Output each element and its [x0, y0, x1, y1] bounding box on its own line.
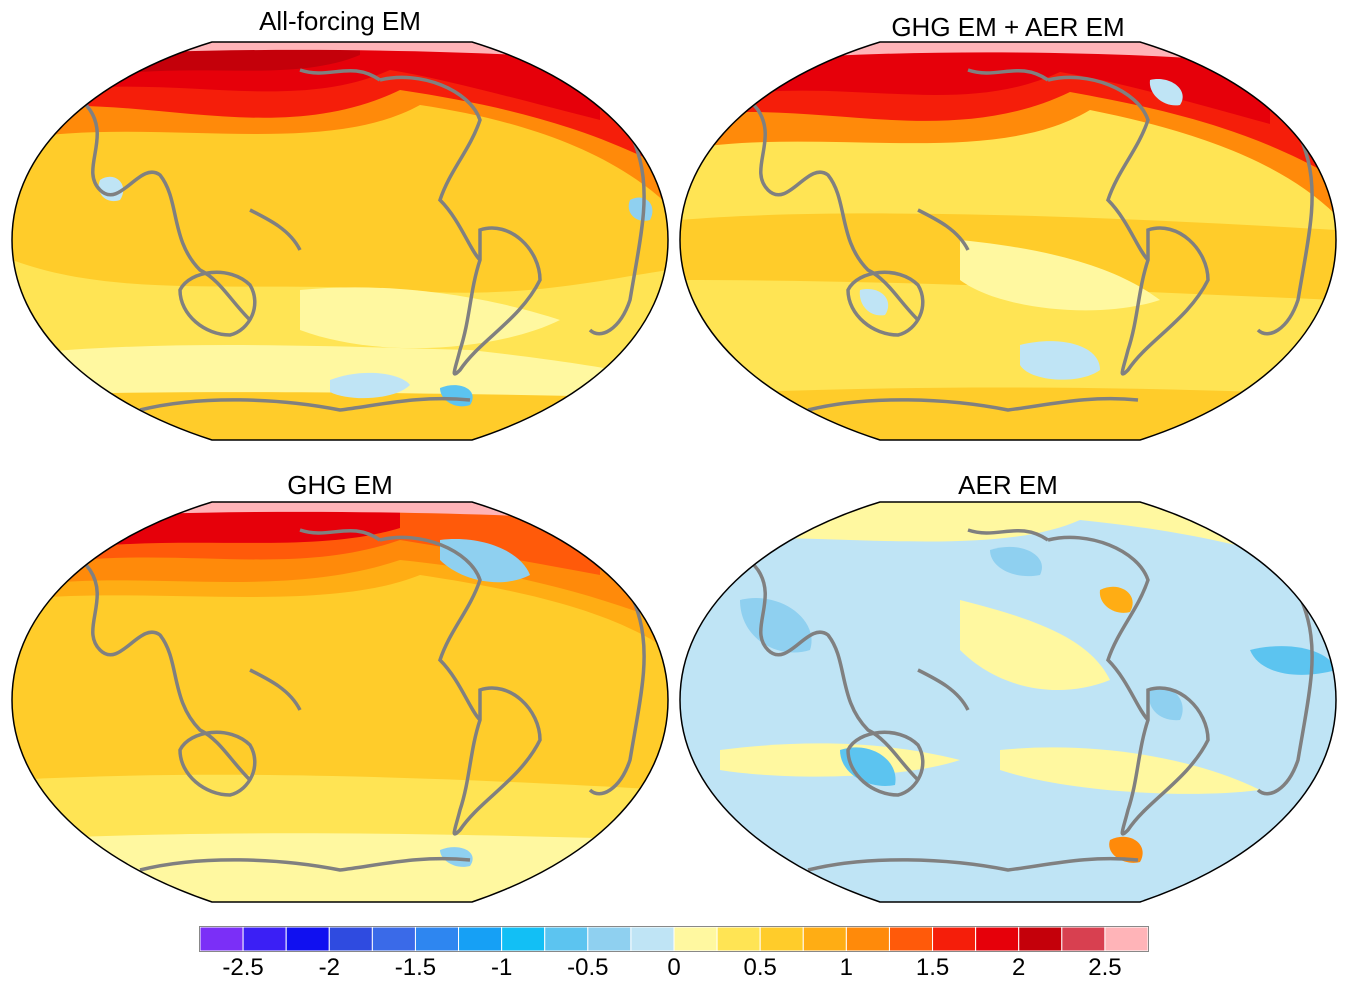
colorbar-swatch [328, 926, 373, 952]
colorbar-tick-label: -1 [490, 954, 513, 981]
colorbar-swatch [759, 926, 804, 952]
colorbar-tick-label: 2 [1012, 954, 1026, 981]
colorbar-swatch [1061, 926, 1106, 952]
panel-title-aer: AER EM [958, 470, 1058, 500]
map-all-forcing [12, 42, 668, 440]
colorbar-tick-label: -2 [318, 954, 340, 981]
colorbar-swatch [888, 926, 934, 952]
map-ghg-plus-aer [680, 42, 1336, 440]
colorbar-tick-label: -0.5 [567, 954, 609, 981]
colorbar-swatch [199, 926, 244, 952]
colorbar-tick-label: 2.5 [1088, 954, 1122, 981]
colorbar-tick-label: 0 [667, 954, 681, 981]
panel-title-ghg-plus-aer: GHG EM + AER EM [891, 12, 1125, 42]
colorbar-swatch [242, 926, 287, 952]
colorbar-tick-label: -2.5 [222, 954, 264, 981]
colorbar-border [199, 926, 1149, 952]
colorbar-tick-label: 1.5 [915, 954, 950, 981]
colorbar-swatch [673, 926, 718, 952]
colorbar-swatch [285, 926, 330, 952]
colorbar-swatch [501, 926, 546, 952]
panel-title-all-forcing: All-forcing EM [259, 6, 421, 36]
map-aer [680, 502, 1336, 902]
colorbar-swatch [845, 926, 890, 952]
colorbar-tick-label: -1.5 [394, 954, 437, 981]
colorbar-swatch [1104, 926, 1149, 952]
colorbar [199, 926, 1149, 952]
panel-title-ghg: GHG EM [287, 470, 393, 500]
colorbar-swatch [716, 926, 761, 952]
colorbar-swatch [975, 926, 1020, 952]
colorbar-swatch [802, 926, 847, 952]
colorbar-swatch [544, 926, 589, 952]
colorbar-swatch [458, 926, 503, 952]
colorbar-swatch [1018, 926, 1063, 952]
colorbar-tick-label: 0.5 [743, 954, 777, 981]
colorbar-swatch [414, 926, 460, 952]
colorbar-swatch [630, 926, 675, 952]
colorbar-swatch [932, 926, 977, 952]
colorbar-swatch [587, 926, 632, 952]
colorbar-swatch [371, 926, 416, 952]
map-ghg [12, 502, 668, 902]
colorbar-tick-label: 1 [839, 954, 854, 981]
